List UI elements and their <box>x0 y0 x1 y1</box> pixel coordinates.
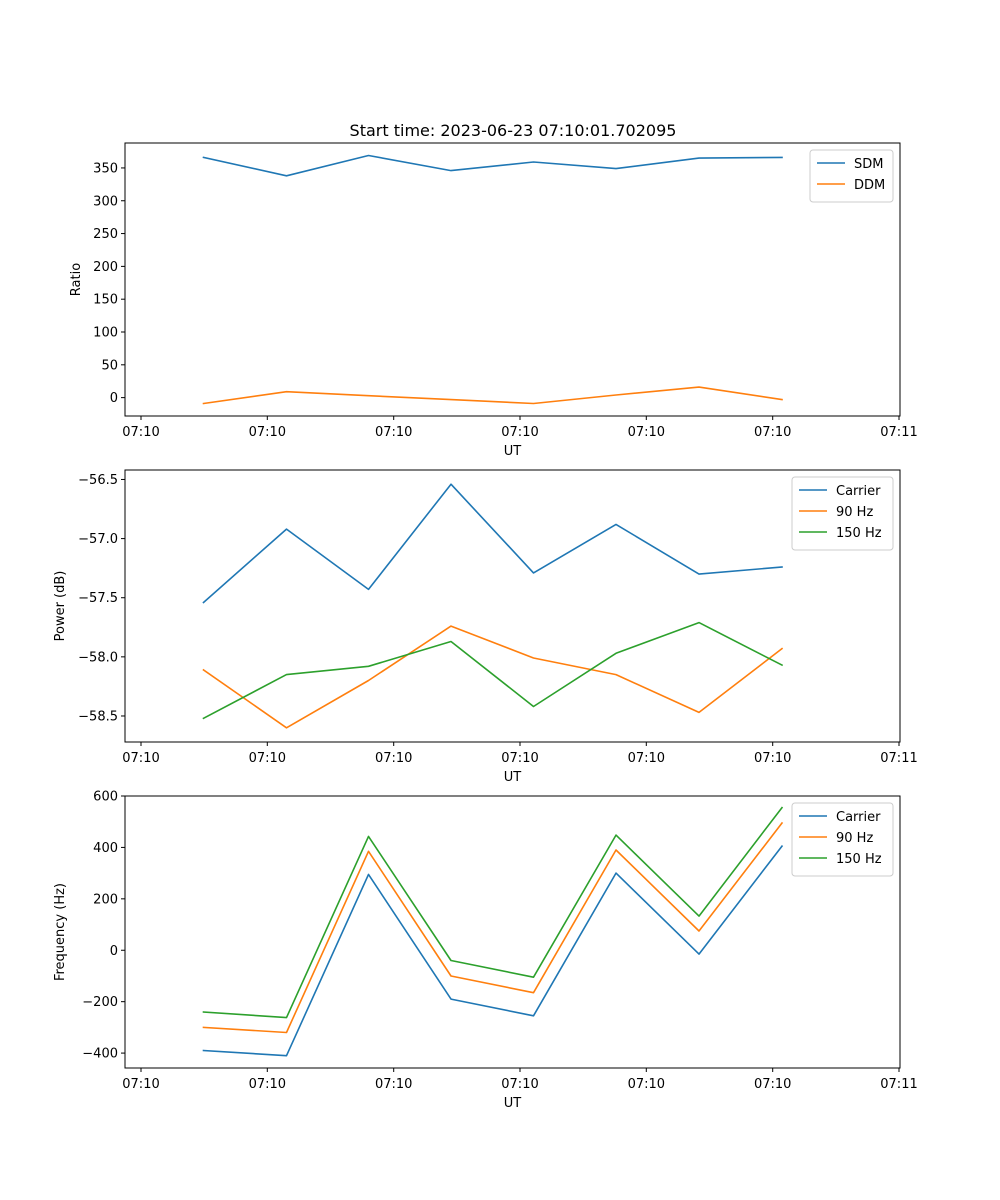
legend-label: SDM <box>854 157 883 172</box>
x-tick-label: 07:10 <box>375 751 412 766</box>
y-tick-label: −57.5 <box>78 591 118 606</box>
x-tick-label: 07:10 <box>375 1077 412 1092</box>
legend: Carrier 90 Hz 150 Hz <box>791 802 894 877</box>
x-tick-label: 07:10 <box>122 425 159 440</box>
y-tick-label: −400 <box>82 1047 118 1062</box>
y-tick-label: 100 <box>93 326 118 341</box>
x-tick-label: 07:10 <box>754 751 791 766</box>
y-tick-label: 200 <box>93 892 118 907</box>
x-tick-label: 07:10 <box>501 1077 538 1092</box>
series-line-150-hz <box>202 806 784 1019</box>
chart-title: Start time: 2023-06-23 07:10:01.702095 <box>350 121 677 140</box>
series-line-150-hz <box>202 621 784 720</box>
x-tick-label: 07:10 <box>628 751 665 766</box>
x-tick-label: 07:10 <box>249 1077 286 1092</box>
x-tick-label: 07:11 <box>880 1077 917 1092</box>
x-axis-label: UT <box>504 444 522 459</box>
series-line-90-hz <box>202 625 784 729</box>
y-tick-label: 200 <box>93 260 118 275</box>
x-tick-label: 07:10 <box>122 1077 159 1092</box>
power-subplot: 07:10 07:10 07:10 07:10 07:10 07:10 07:11 −58.5… <box>53 469 918 785</box>
y-tick-label: −200 <box>82 995 118 1010</box>
frequency-subplot: 07:10 07:10 07:10 07:10 07:10 07:10 07:11 −400 −… <box>53 790 918 1112</box>
x-axis-label: UT <box>504 1096 522 1111</box>
series-line-carrier <box>202 844 784 1057</box>
y-tick-label: −58.5 <box>78 709 118 724</box>
legend-label: Carrier <box>836 484 881 499</box>
axes-frame <box>124 469 901 743</box>
legend: Carrier 90 Hz 150 Hz <box>791 476 894 551</box>
y-tick-label: 50 <box>101 358 118 373</box>
y-tick-label: 0 <box>110 391 118 406</box>
x-tick-label: 07:11 <box>880 425 917 440</box>
x-tick-label: 07:10 <box>122 751 159 766</box>
y-tick-label: 300 <box>93 194 118 209</box>
y-axis-label: Power (dB) <box>53 571 68 642</box>
y-tick-label: 600 <box>93 790 118 805</box>
y-tick-label: 350 <box>93 161 118 176</box>
x-tick-label: 07:10 <box>754 1077 791 1092</box>
axes-frame <box>124 795 901 1069</box>
legend-label: Carrier <box>836 810 881 825</box>
x-tick-label: 07:10 <box>501 751 538 766</box>
series-line-sdm <box>202 154 783 177</box>
legend-label: 150 Hz <box>836 852 882 867</box>
y-tick-label: −57.0 <box>78 532 118 547</box>
legend-label: 90 Hz <box>836 831 873 846</box>
x-tick-label: 07:10 <box>375 425 412 440</box>
x-tick-label: 07:10 <box>249 425 286 440</box>
x-tick-label: 07:10 <box>754 425 791 440</box>
y-tick-label: 400 <box>93 841 118 856</box>
legend-label: 150 Hz <box>836 526 882 541</box>
y-tick-label: 0 <box>110 944 118 959</box>
axes-frame <box>124 142 901 417</box>
legend: SDM DDM <box>809 149 894 203</box>
x-tick-label: 07:10 <box>501 425 538 440</box>
y-tick-label: 150 <box>93 293 118 308</box>
y-tick-label: −58.0 <box>78 650 118 665</box>
y-axis-label: Frequency (Hz) <box>53 883 68 981</box>
legend-label: 90 Hz <box>836 505 873 520</box>
x-tick-label: 07:10 <box>249 751 286 766</box>
y-axis-label: Ratio <box>69 263 84 296</box>
y-tick-label: −56.5 <box>78 473 118 488</box>
x-tick-label: 07:10 <box>628 425 665 440</box>
series-line-90-hz <box>202 821 784 1034</box>
legend-label: DDM <box>854 178 885 193</box>
x-axis-label: UT <box>504 770 522 785</box>
series-line-ddm <box>202 386 783 405</box>
x-tick-label: 07:11 <box>880 751 917 766</box>
series-line-carrier <box>202 483 783 604</box>
x-tick-label: 07:10 <box>628 1077 665 1092</box>
ratio-subplot: 07:10 07:10 07:10 07:10 07:10 07:10 07:11 0 50 10… <box>69 142 918 459</box>
y-tick-label: 250 <box>93 227 118 242</box>
